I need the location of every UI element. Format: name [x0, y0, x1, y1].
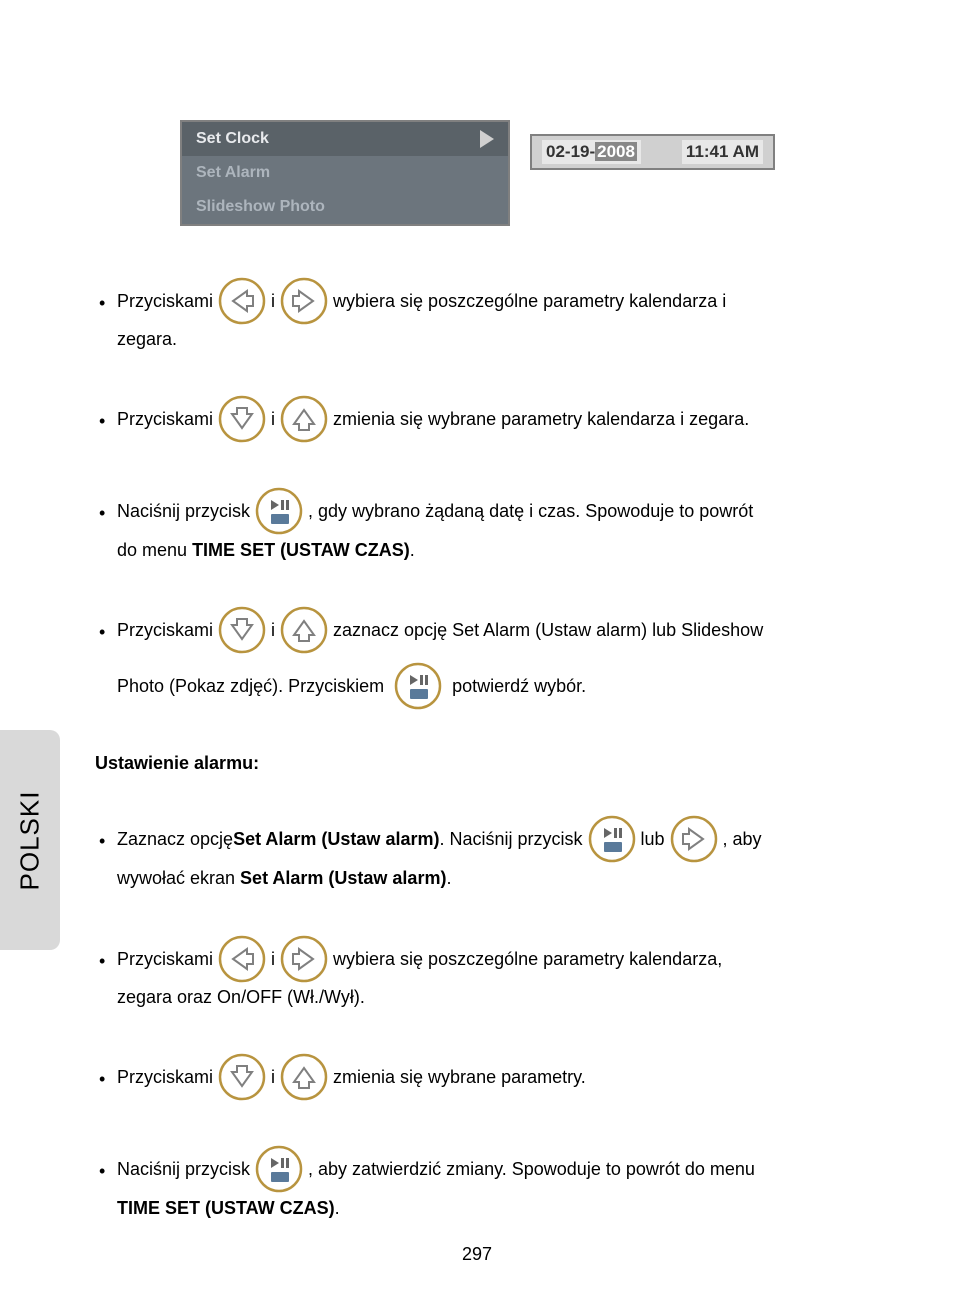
menu-item-set-clock: Set Clock	[182, 122, 508, 156]
text-fragment: , aby	[723, 826, 762, 852]
section-heading-alarm: Ustawienie alarmu:	[95, 753, 859, 774]
text-fragment: zaznacz opcję Set Alarm (Ustaw alarm) lu…	[333, 617, 763, 643]
bullet-8: Naciśnij przycisk , aby zatwierdzić zmia…	[95, 1144, 859, 1221]
text-fragment: Przyciskami	[117, 946, 213, 972]
down-arrow-icon	[217, 394, 267, 444]
menu-item-slideshow-photo: Slideshow Photo	[182, 190, 508, 224]
language-side-tab: POLSKI	[0, 730, 60, 950]
text-fragment: i	[271, 288, 275, 314]
text-fragment: Photo (Pokaz zdjęć). Przyciskiem	[117, 676, 389, 696]
text-fragment: i	[271, 1064, 275, 1090]
text-fragment: i	[271, 946, 275, 972]
bullet-4: Przyciskami i zaznacz opcję Set Alarm (U…	[95, 605, 859, 711]
left-arrow-icon	[217, 276, 267, 326]
bullet-1: Przyciskami i wybiera się poszczególne p…	[95, 276, 859, 352]
time-display: 11:41 AM	[682, 140, 763, 164]
menu-right-panel: 02-19-2008 11:41 AM	[530, 120, 775, 226]
text-fragment: .	[335, 1198, 340, 1218]
up-arrow-icon	[279, 605, 329, 655]
right-arrow-icon	[669, 814, 719, 864]
down-arrow-icon	[217, 605, 267, 655]
text-fragment: do menu	[117, 540, 192, 560]
menu-screenshot: Set Clock Set Alarm Slideshow Photo 02-1…	[180, 120, 859, 226]
text-fragment: Naciśnij przycisk	[117, 498, 250, 524]
text-fragment: Set Alarm (Ustaw alarm)	[233, 826, 439, 852]
bullet-3: Naciśnij przycisk , gdy wybrano żądaną d…	[95, 486, 859, 563]
triangle-play-icon	[480, 130, 494, 148]
right-arrow-icon	[279, 934, 329, 984]
right-arrow-icon	[279, 276, 329, 326]
play-pause-icon	[254, 1144, 304, 1194]
date-highlight: 2008	[595, 142, 637, 161]
bullet-2: Przyciskami i zmienia się wybrane parame…	[95, 394, 859, 444]
text-fragment: zegara oraz On/OFF (Wł./Wył).	[117, 984, 859, 1010]
text-fragment: . Naciśnij przycisk	[439, 826, 582, 852]
text-fragment: wybiera się poszczególne parametry kalen…	[333, 288, 726, 314]
language-label: POLSKI	[15, 790, 46, 890]
bullet-5: Zaznacz opcję Set Alarm (Ustaw alarm). N…	[95, 814, 859, 891]
text-fragment: Set Alarm (Ustaw alarm)	[240, 869, 446, 889]
date-prefix: 02-19-	[546, 142, 595, 161]
text-fragment: wybiera się poszczególne parametry kalen…	[333, 946, 722, 972]
play-pause-icon	[254, 486, 304, 536]
text-fragment: .	[446, 869, 451, 889]
menu-item-label: Set Alarm	[196, 164, 270, 182]
left-arrow-icon	[217, 934, 267, 984]
text-fragment: zegara.	[117, 326, 859, 352]
menu-list: Set Clock Set Alarm Slideshow Photo	[180, 120, 510, 226]
text-fragment: lub	[641, 826, 665, 852]
text-fragment: Zaznacz opcję	[117, 826, 233, 852]
menu-item-label: Slideshow Photo	[196, 198, 325, 216]
menu-item-set-alarm: Set Alarm	[182, 156, 508, 190]
instruction-list: Przyciskami i wybiera się poszczególne p…	[95, 276, 859, 711]
play-pause-icon	[393, 661, 443, 711]
up-arrow-icon	[279, 394, 329, 444]
bullet-6: Przyciskami i wybiera się poszczególne p…	[95, 934, 859, 1010]
text-fragment: , aby zatwierdzić zmiany. Spowoduje to p…	[308, 1156, 755, 1182]
text-fragment: potwierdź wybór.	[452, 676, 586, 696]
bullet-7: Przyciskami i zmienia się wybrane parame…	[95, 1052, 859, 1102]
text-fragment: .	[410, 540, 415, 560]
text-fragment: i	[271, 617, 275, 643]
down-arrow-icon	[217, 1052, 267, 1102]
text-fragment: zmienia się wybrane parametry kalendarza…	[333, 406, 749, 432]
text-fragment: TIME SET (USTAW CZAS)	[117, 1198, 335, 1218]
text-fragment: Przyciskami	[117, 288, 213, 314]
date-time-box: 02-19-2008 11:41 AM	[530, 134, 775, 170]
text-fragment: Przyciskami	[117, 1064, 213, 1090]
text-fragment: Przyciskami	[117, 406, 213, 432]
text-fragment: Przyciskami	[117, 617, 213, 643]
text-fragment: Naciśnij przycisk	[117, 1156, 250, 1182]
text-fragment: zmienia się wybrane parametry.	[333, 1064, 586, 1090]
instruction-list-alarm: Zaznacz opcję Set Alarm (Ustaw alarm). N…	[95, 814, 859, 1221]
text-fragment: TIME SET (USTAW CZAS)	[192, 540, 410, 560]
text-fragment: , gdy wybrano żądaną datę i czas. Spowod…	[308, 498, 753, 524]
up-arrow-icon	[279, 1052, 329, 1102]
page-number: 297	[0, 1244, 954, 1265]
date-display: 02-19-2008	[542, 140, 641, 164]
menu-item-label: Set Clock	[196, 130, 269, 148]
play-pause-icon	[587, 814, 637, 864]
text-fragment: i	[271, 406, 275, 432]
text-fragment: wywołać ekran	[117, 869, 240, 889]
page-content: Set Clock Set Alarm Slideshow Photo 02-1…	[0, 0, 954, 1221]
